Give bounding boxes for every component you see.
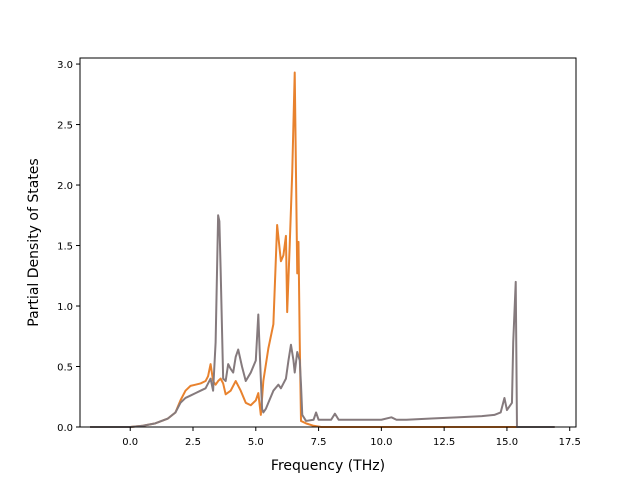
y-tick-label: 2.0 (57, 181, 73, 192)
x-tick-label: 2.5 (185, 437, 201, 448)
y-tick-label: 1.0 (57, 302, 73, 313)
x-tick-label: 10.0 (370, 437, 392, 448)
y-axis-label: Partial Density of States (26, 158, 42, 326)
x-tick-label: 12.5 (433, 437, 455, 448)
x-tick-label: 5.0 (248, 437, 264, 448)
y-tick-label: 1.5 (57, 242, 73, 253)
y-tick-label: 0.0 (57, 423, 73, 434)
x-tick-label: 0.0 (122, 437, 138, 448)
series-line-2 (90, 214, 555, 428)
x-tick-label: 17.5 (559, 437, 581, 448)
x-tick-label: 15.0 (496, 437, 518, 448)
y-tick-label: 3.0 (57, 60, 73, 71)
axes-frame (79, 57, 577, 428)
x-axis-label: Frequency (THz) (271, 458, 385, 474)
y-axis-ticks: 0.0 0.5 1.0 1.5 2.0 2.5 3.0 (57, 60, 80, 434)
y-tick-label: 2.5 (57, 121, 73, 132)
x-axis-ticks: 0.0 2.5 5.0 7.5 10.0 12.5 15.0 17.5 (122, 427, 581, 448)
x-tick-label: 7.5 (311, 437, 327, 448)
y-tick-label: 0.5 (57, 363, 73, 374)
